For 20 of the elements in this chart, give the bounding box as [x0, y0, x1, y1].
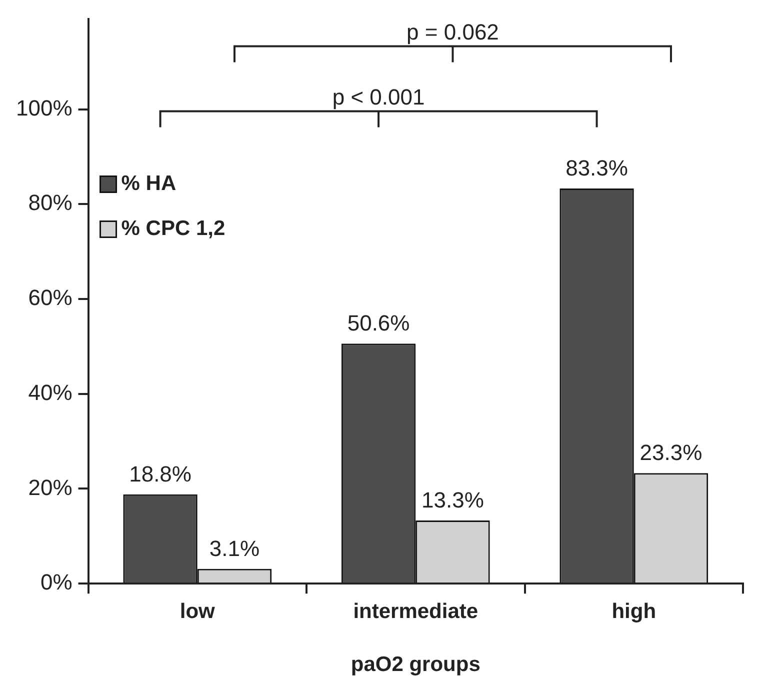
y-tick-label: 40%	[28, 380, 72, 405]
y-tick-label: 20%	[28, 474, 72, 500]
legend-label: % HA	[121, 172, 176, 195]
x-tick-label: high	[612, 600, 656, 623]
data-label: 83.3%	[566, 156, 628, 181]
y-tick-label: 100%	[16, 95, 72, 120]
x-tick-label: low	[180, 600, 216, 623]
x-tick-label: intermediate	[353, 600, 478, 623]
y-tick-label: 60%	[28, 285, 72, 310]
x-axis-title: paO2 groups	[350, 653, 480, 676]
legend-label: % CPC 1,2	[121, 216, 226, 240]
data-label: 23.3%	[640, 440, 702, 466]
annotation: p = 0.062	[406, 19, 499, 44]
data-label: 50.6%	[347, 310, 410, 336]
data-label: 3.1%	[209, 536, 260, 561]
y-tick-label: 80%	[28, 190, 72, 216]
data-label: 13.3%	[422, 488, 484, 513]
data-label: 18.8%	[129, 461, 192, 486]
y-tick-label: 0%	[40, 570, 72, 595]
annotation: p < 0.001	[332, 84, 425, 110]
